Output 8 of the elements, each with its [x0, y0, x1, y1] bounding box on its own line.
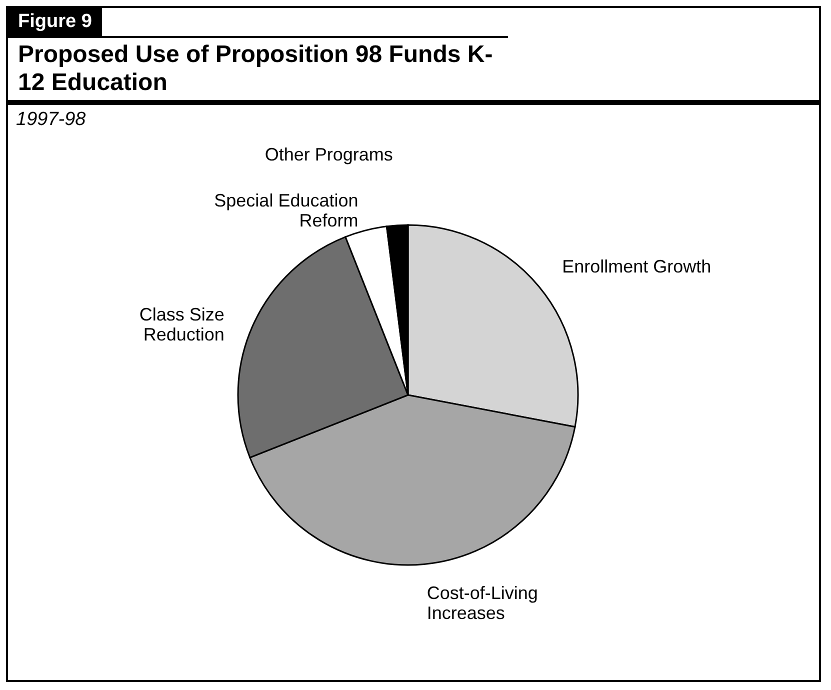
chart-title: Proposed Use of Proposition 98 Funds K-12 Education: [8, 36, 508, 100]
slice-label: Other Programs: [264, 144, 393, 164]
caption: Figure 9: [8, 8, 102, 36]
slice-label: Class Size Reduction: [139, 304, 224, 345]
slice-label: Enrollment Growth: [562, 256, 712, 277]
slice-label: Special Education Reform: [214, 190, 358, 230]
chart-subtitle: 1997-98: [15, 108, 87, 132]
slice-label: Cost-of-Living Increases: [426, 583, 538, 624]
